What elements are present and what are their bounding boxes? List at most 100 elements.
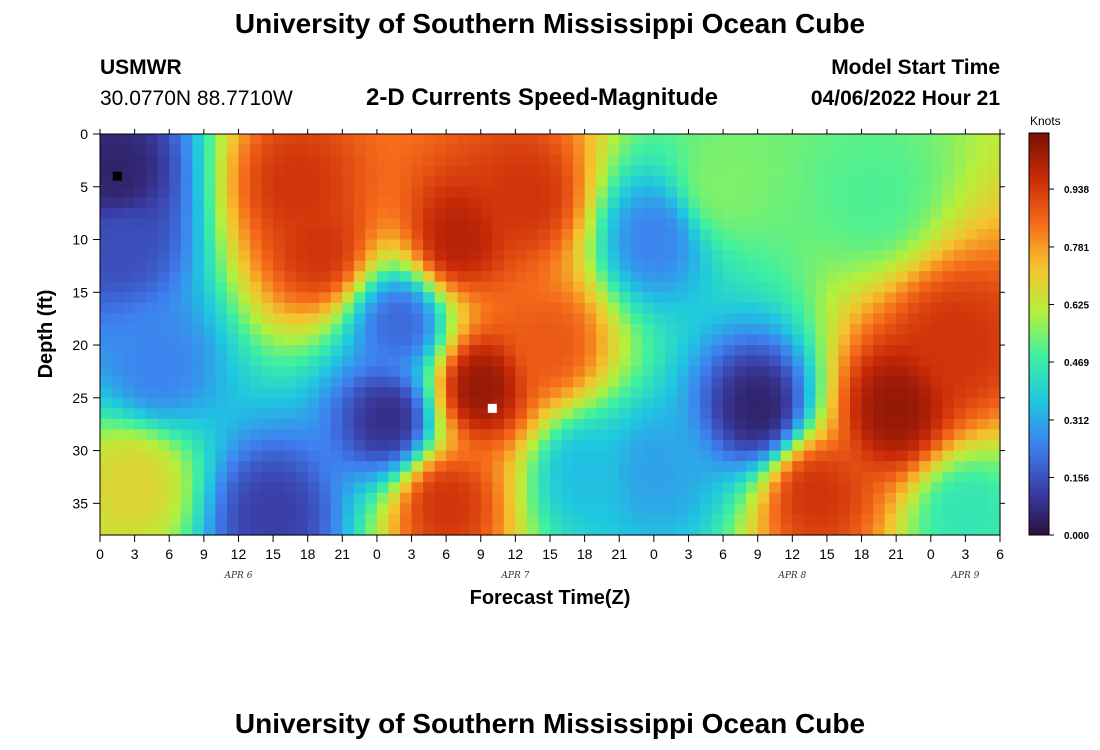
heatmap-cell [446, 366, 459, 378]
heatmap-cell [307, 503, 320, 515]
heatmap-cell [180, 471, 193, 483]
heatmap-cell [353, 334, 366, 346]
heatmap-cell [157, 155, 170, 167]
heatmap-cell [676, 239, 690, 251]
heatmap-cell [215, 418, 228, 431]
heatmap-cell [896, 397, 909, 409]
heatmap-cell [146, 197, 159, 209]
heatmap-cell [803, 503, 816, 515]
heatmap-cell [988, 397, 1001, 409]
heatmap-cell [146, 165, 159, 177]
heatmap-cell [319, 492, 332, 504]
heatmap-cell [757, 197, 770, 209]
heatmap-cell [169, 207, 182, 220]
heatmap-cell [515, 250, 528, 262]
heatmap-cell [480, 524, 493, 536]
heatmap-cell [284, 239, 297, 251]
heatmap-cell [919, 144, 932, 156]
heatmap-cell [411, 302, 424, 314]
heatmap-cell [296, 376, 309, 388]
heatmap-cell [619, 207, 632, 220]
heatmap-cell [100, 144, 113, 156]
heatmap-cell [446, 355, 459, 367]
heatmap-cell [653, 429, 666, 441]
heatmap-cell [376, 334, 390, 346]
heatmap-cell [446, 440, 459, 452]
heatmap-cell [480, 345, 493, 357]
heatmap-cell [596, 355, 609, 367]
heatmap-cell [400, 165, 413, 177]
heatmap-cell [607, 366, 620, 378]
heatmap-cell [930, 302, 943, 314]
heatmap-cell [919, 408, 932, 420]
x-tick-label: 15 [542, 546, 558, 562]
heatmap-cell [884, 482, 897, 494]
heatmap-cell [630, 408, 643, 420]
heatmap-cell [976, 492, 990, 504]
heatmap-cell [573, 450, 586, 462]
heatmap-cells [100, 134, 1001, 536]
heatmap-cell [861, 155, 874, 167]
heatmap-cell [930, 134, 943, 146]
heatmap-cell [157, 313, 170, 325]
heatmap-cell [123, 418, 136, 431]
heatmap-cell [376, 271, 390, 283]
heatmap-cell [965, 334, 978, 346]
heatmap-cell [411, 429, 424, 441]
heatmap-cell [826, 260, 840, 272]
heatmap-cell [919, 313, 932, 325]
heatmap-cell [538, 387, 551, 399]
heatmap-cell [919, 260, 932, 272]
heatmap-cell [550, 302, 563, 314]
heatmap-cell [792, 524, 805, 536]
heatmap-cell [711, 134, 724, 146]
heatmap-cell [226, 134, 240, 146]
heatmap-cell [157, 418, 170, 431]
heatmap-cell [226, 524, 240, 536]
heatmap-cell [273, 408, 286, 420]
heatmap-cell [723, 228, 736, 241]
heatmap-cell [215, 260, 228, 272]
heatmap-cell [446, 387, 459, 399]
heatmap-cell [642, 313, 655, 325]
heatmap-cell [319, 271, 332, 283]
heatmap-cell [446, 134, 459, 146]
heatmap-cell [215, 429, 228, 441]
heatmap-cell [653, 176, 666, 188]
heatmap-cell [180, 355, 193, 367]
heatmap-cell [526, 302, 540, 314]
heatmap-cell [238, 461, 251, 473]
heatmap-cell [826, 218, 840, 230]
heatmap-cell [711, 281, 724, 293]
heatmap-cell [665, 524, 678, 536]
heatmap-cell [607, 176, 620, 188]
heatmap-cell [538, 218, 551, 230]
heatmap-cell [711, 292, 724, 304]
heatmap-cell [792, 429, 805, 441]
heatmap-cell [884, 492, 897, 504]
heatmap-cell [919, 345, 932, 357]
heatmap-cell [319, 376, 332, 388]
heatmap-cell [376, 471, 390, 483]
x-tick-label: 21 [611, 546, 627, 562]
heatmap-cell [757, 144, 770, 156]
heatmap-cell [561, 482, 574, 494]
heatmap-cell [653, 418, 666, 431]
heatmap-cell [400, 429, 413, 441]
heatmap-cell [838, 503, 851, 515]
x-tick-label: 0 [96, 546, 104, 562]
heatmap-cell [596, 376, 609, 388]
heatmap-cell [930, 503, 943, 515]
heatmap-cell [296, 197, 309, 209]
heatmap-cell [953, 302, 966, 314]
heatmap-cell [411, 524, 424, 536]
heatmap-cell [711, 323, 724, 336]
heatmap-cell [215, 397, 228, 409]
heatmap-cell [376, 260, 390, 272]
heatmap-cell [746, 197, 759, 209]
heatmap-cell [723, 186, 736, 198]
heatmap-cell [111, 228, 124, 241]
heatmap-cell [688, 302, 701, 314]
heatmap-cell [907, 440, 920, 452]
